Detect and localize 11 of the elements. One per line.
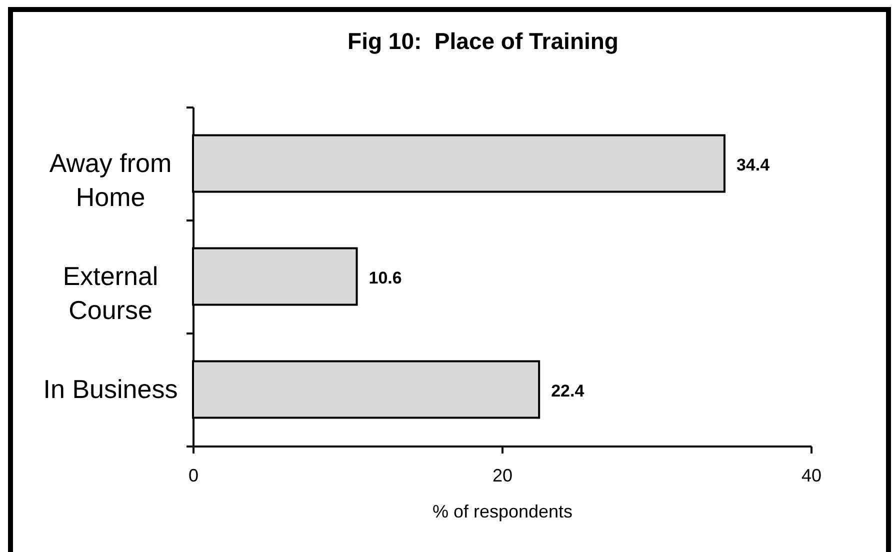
x-tick-label: 20 (492, 466, 513, 486)
chart-title: Fig 10: Place of Training (348, 28, 618, 54)
y-tick-label: Away from Home (49, 148, 172, 212)
y-tick-label: In Business (43, 374, 178, 404)
data-label: 34.4 (736, 156, 770, 174)
data-label: 22.4 (551, 382, 585, 400)
x-tick-label: 40 (801, 466, 822, 486)
data-label: 10.6 (368, 268, 402, 288)
x-axis-title: % of respondents (432, 502, 573, 522)
x-tick-label: 0 (188, 466, 199, 486)
y-tick-label: External Course (62, 261, 158, 325)
